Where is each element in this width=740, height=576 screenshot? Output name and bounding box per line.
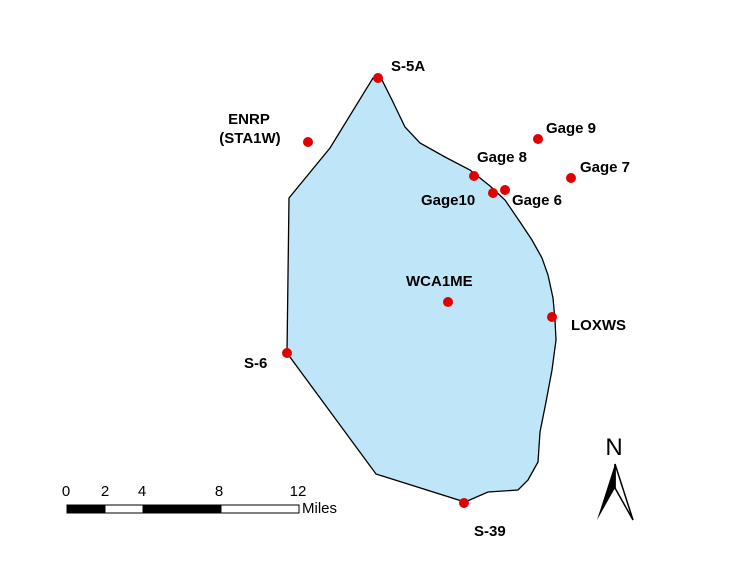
station-label-loxws: LOXWS bbox=[571, 317, 626, 334]
north-arrow-right-half bbox=[614, 463, 634, 521]
station-marker-gage9[interactable] bbox=[533, 134, 543, 144]
scale-segment-8-12 bbox=[220, 504, 300, 514]
scale-tick-0: 0 bbox=[62, 483, 70, 500]
scale-tick-12: 12 bbox=[290, 483, 307, 500]
station-marker-gage6[interactable] bbox=[500, 185, 510, 195]
north-arrow-left-half bbox=[597, 464, 615, 520]
station-label-s5a: S-5A bbox=[391, 58, 425, 75]
station-label-s6: S-6 bbox=[244, 355, 267, 372]
station-marker-s5a[interactable] bbox=[373, 73, 383, 83]
scale-segment-4-8 bbox=[142, 504, 222, 514]
station-marker-wca1me[interactable] bbox=[443, 297, 453, 307]
station-marker-gage8[interactable] bbox=[469, 171, 479, 181]
scale-tick-4: 4 bbox=[138, 483, 146, 500]
scale-segment-2-4 bbox=[104, 504, 144, 514]
scale-unit: Miles bbox=[302, 500, 337, 517]
station-marker-enrp[interactable] bbox=[303, 137, 313, 147]
scale-tick-8: 8 bbox=[215, 483, 223, 500]
north-label: N bbox=[605, 434, 622, 461]
station-label-s39: S-39 bbox=[474, 523, 506, 540]
station-marker-loxws[interactable] bbox=[547, 312, 557, 322]
station-label-gage6: Gage 6 bbox=[512, 192, 562, 209]
station-marker-gage10[interactable] bbox=[488, 188, 498, 198]
station-label-enrp-sub: (STA1W) bbox=[219, 130, 280, 147]
station-labels: S-5A ENRP (STA1W) Gage 9 Gage 8 Gage 7 G… bbox=[219, 58, 630, 540]
station-marker-s6[interactable] bbox=[282, 348, 292, 358]
scale-tick-2: 2 bbox=[101, 483, 109, 500]
station-label-wca1me: WCA1ME bbox=[406, 273, 473, 290]
station-label-gage9: Gage 9 bbox=[546, 120, 596, 137]
scale-bar: 0 2 4 8 12 Miles bbox=[62, 483, 337, 517]
station-label-enrp: ENRP bbox=[228, 111, 270, 128]
scale-segment-0-2 bbox=[66, 504, 106, 514]
station-label-gage7: Gage 7 bbox=[580, 159, 630, 176]
conservation-area-polygon bbox=[286, 77, 557, 503]
north-arrow-icon: N bbox=[597, 434, 634, 521]
station-marker-s39[interactable] bbox=[459, 498, 469, 508]
station-label-gage8: Gage 8 bbox=[477, 149, 527, 166]
station-markers bbox=[282, 73, 576, 508]
station-label-gage10: Gage10 bbox=[421, 192, 475, 209]
station-marker-gage7[interactable] bbox=[566, 173, 576, 183]
